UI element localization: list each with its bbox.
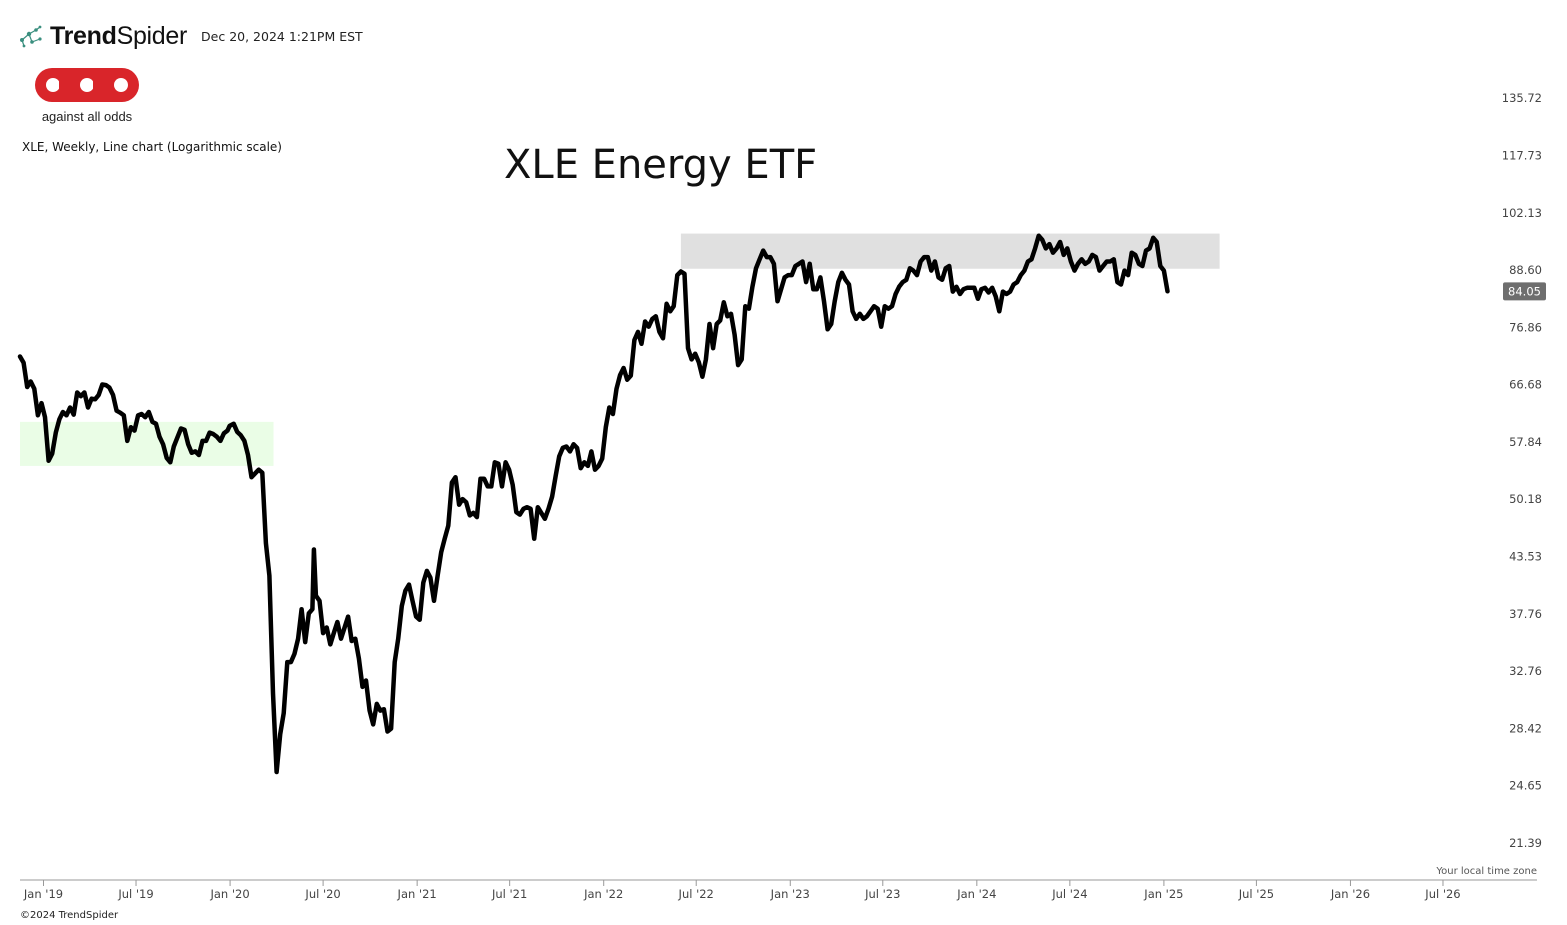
brand-name: TrendSpider <box>50 22 187 51</box>
x-tick-label: Jan '26 <box>1330 887 1370 901</box>
y-tick-label: 88.60 <box>1509 263 1542 277</box>
brand-light: Spider <box>116 21 188 50</box>
price-line <box>17 233 1170 775</box>
y-axis: 135.72 117.73 102.13 88.60 76.86 66.68 57.84 50… <box>1502 91 1546 850</box>
y-tick-label: 50.18 <box>1509 492 1542 506</box>
y-tick-label: 57.84 <box>1509 435 1542 449</box>
aao-logo: aao against all odds <box>34 66 140 124</box>
price-line-layer <box>17 233 1170 775</box>
x-tick-label: Jan '22 <box>583 887 623 901</box>
aao-tagline: against all odds <box>41 109 133 124</box>
x-tick-label: Jul '23 <box>864 887 900 901</box>
last-price-badge <box>1503 282 1546 301</box>
y-tick-label: 117.73 <box>1502 149 1542 163</box>
y-tick-label: 66.68 <box>1509 378 1542 392</box>
support-zone <box>20 421 274 466</box>
chart-title: XLE Energy ETF <box>504 142 818 188</box>
timezone-note: Your local time zone <box>1436 866 1537 877</box>
x-tick-label: Jan '19 <box>23 887 63 901</box>
x-tick-label: Jan '21 <box>397 887 437 901</box>
y-tick-label: 43.53 <box>1509 550 1542 564</box>
y-tick-label: 37.76 <box>1509 607 1542 621</box>
y-tick-label: 135.72 <box>1502 91 1542 105</box>
x-tick-label: Jul '22 <box>678 887 714 901</box>
x-tick-label: Jul '24 <box>1051 887 1087 901</box>
zones-layer <box>20 233 1220 466</box>
brand-strong: Trend <box>50 21 117 50</box>
x-tick-label: Jul '25 <box>1238 887 1274 901</box>
x-tick-label: Jul '20 <box>304 887 340 901</box>
chart-subtitle: XLE, Weekly, Line chart (Logarithmic sca… <box>22 140 282 154</box>
x-tick-label: Jan '20 <box>209 887 249 901</box>
aao-logo-mark: aao <box>35 68 139 102</box>
x-tick-label: Jul '19 <box>117 887 153 901</box>
x-tick-label: Jul '21 <box>491 887 527 901</box>
y-tick-label: 32.76 <box>1509 664 1542 678</box>
x-tick-label: Jan '23 <box>770 887 810 901</box>
chart-timestamp: Dec 20, 2024 1:21PM EST <box>201 28 363 44</box>
header: TrendSpider Dec 20, 2024 1:21PM EST <box>18 20 363 52</box>
y-tick-label: 21.39 <box>1509 836 1542 850</box>
x-axis: Jan '19 Jul '19 Jan '20 Jul '20 Jan '21 Jul '… <box>20 879 1537 901</box>
x-tick-label: Jan '25 <box>1143 887 1183 901</box>
last-price-label: 84.05 <box>1508 284 1541 298</box>
x-tick-label: Jan '24 <box>956 887 996 901</box>
y-tick-label: 28.42 <box>1509 721 1542 735</box>
trendspider-logo-icon <box>20 25 42 48</box>
y-tick-label: 102.13 <box>1502 206 1542 220</box>
y-tick-label: 76.86 <box>1509 320 1542 334</box>
y-tick-label: 24.65 <box>1509 779 1542 793</box>
x-tick-label: Jul '26 <box>1424 887 1460 901</box>
copyright: ©2024 TrendSpider <box>20 910 119 921</box>
